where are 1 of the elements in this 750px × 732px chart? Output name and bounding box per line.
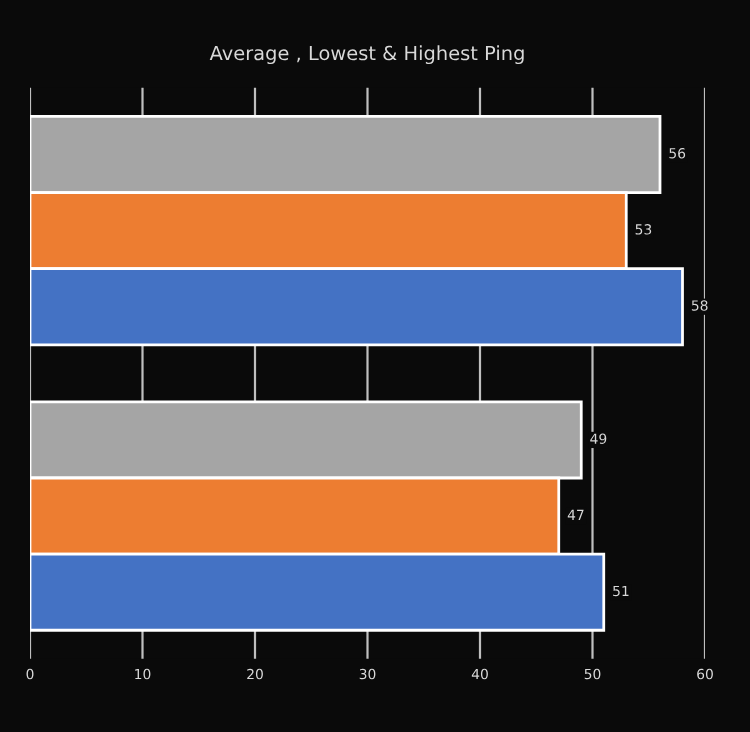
chart-title: Average , Lowest & Highest Ping — [209, 45, 524, 65]
